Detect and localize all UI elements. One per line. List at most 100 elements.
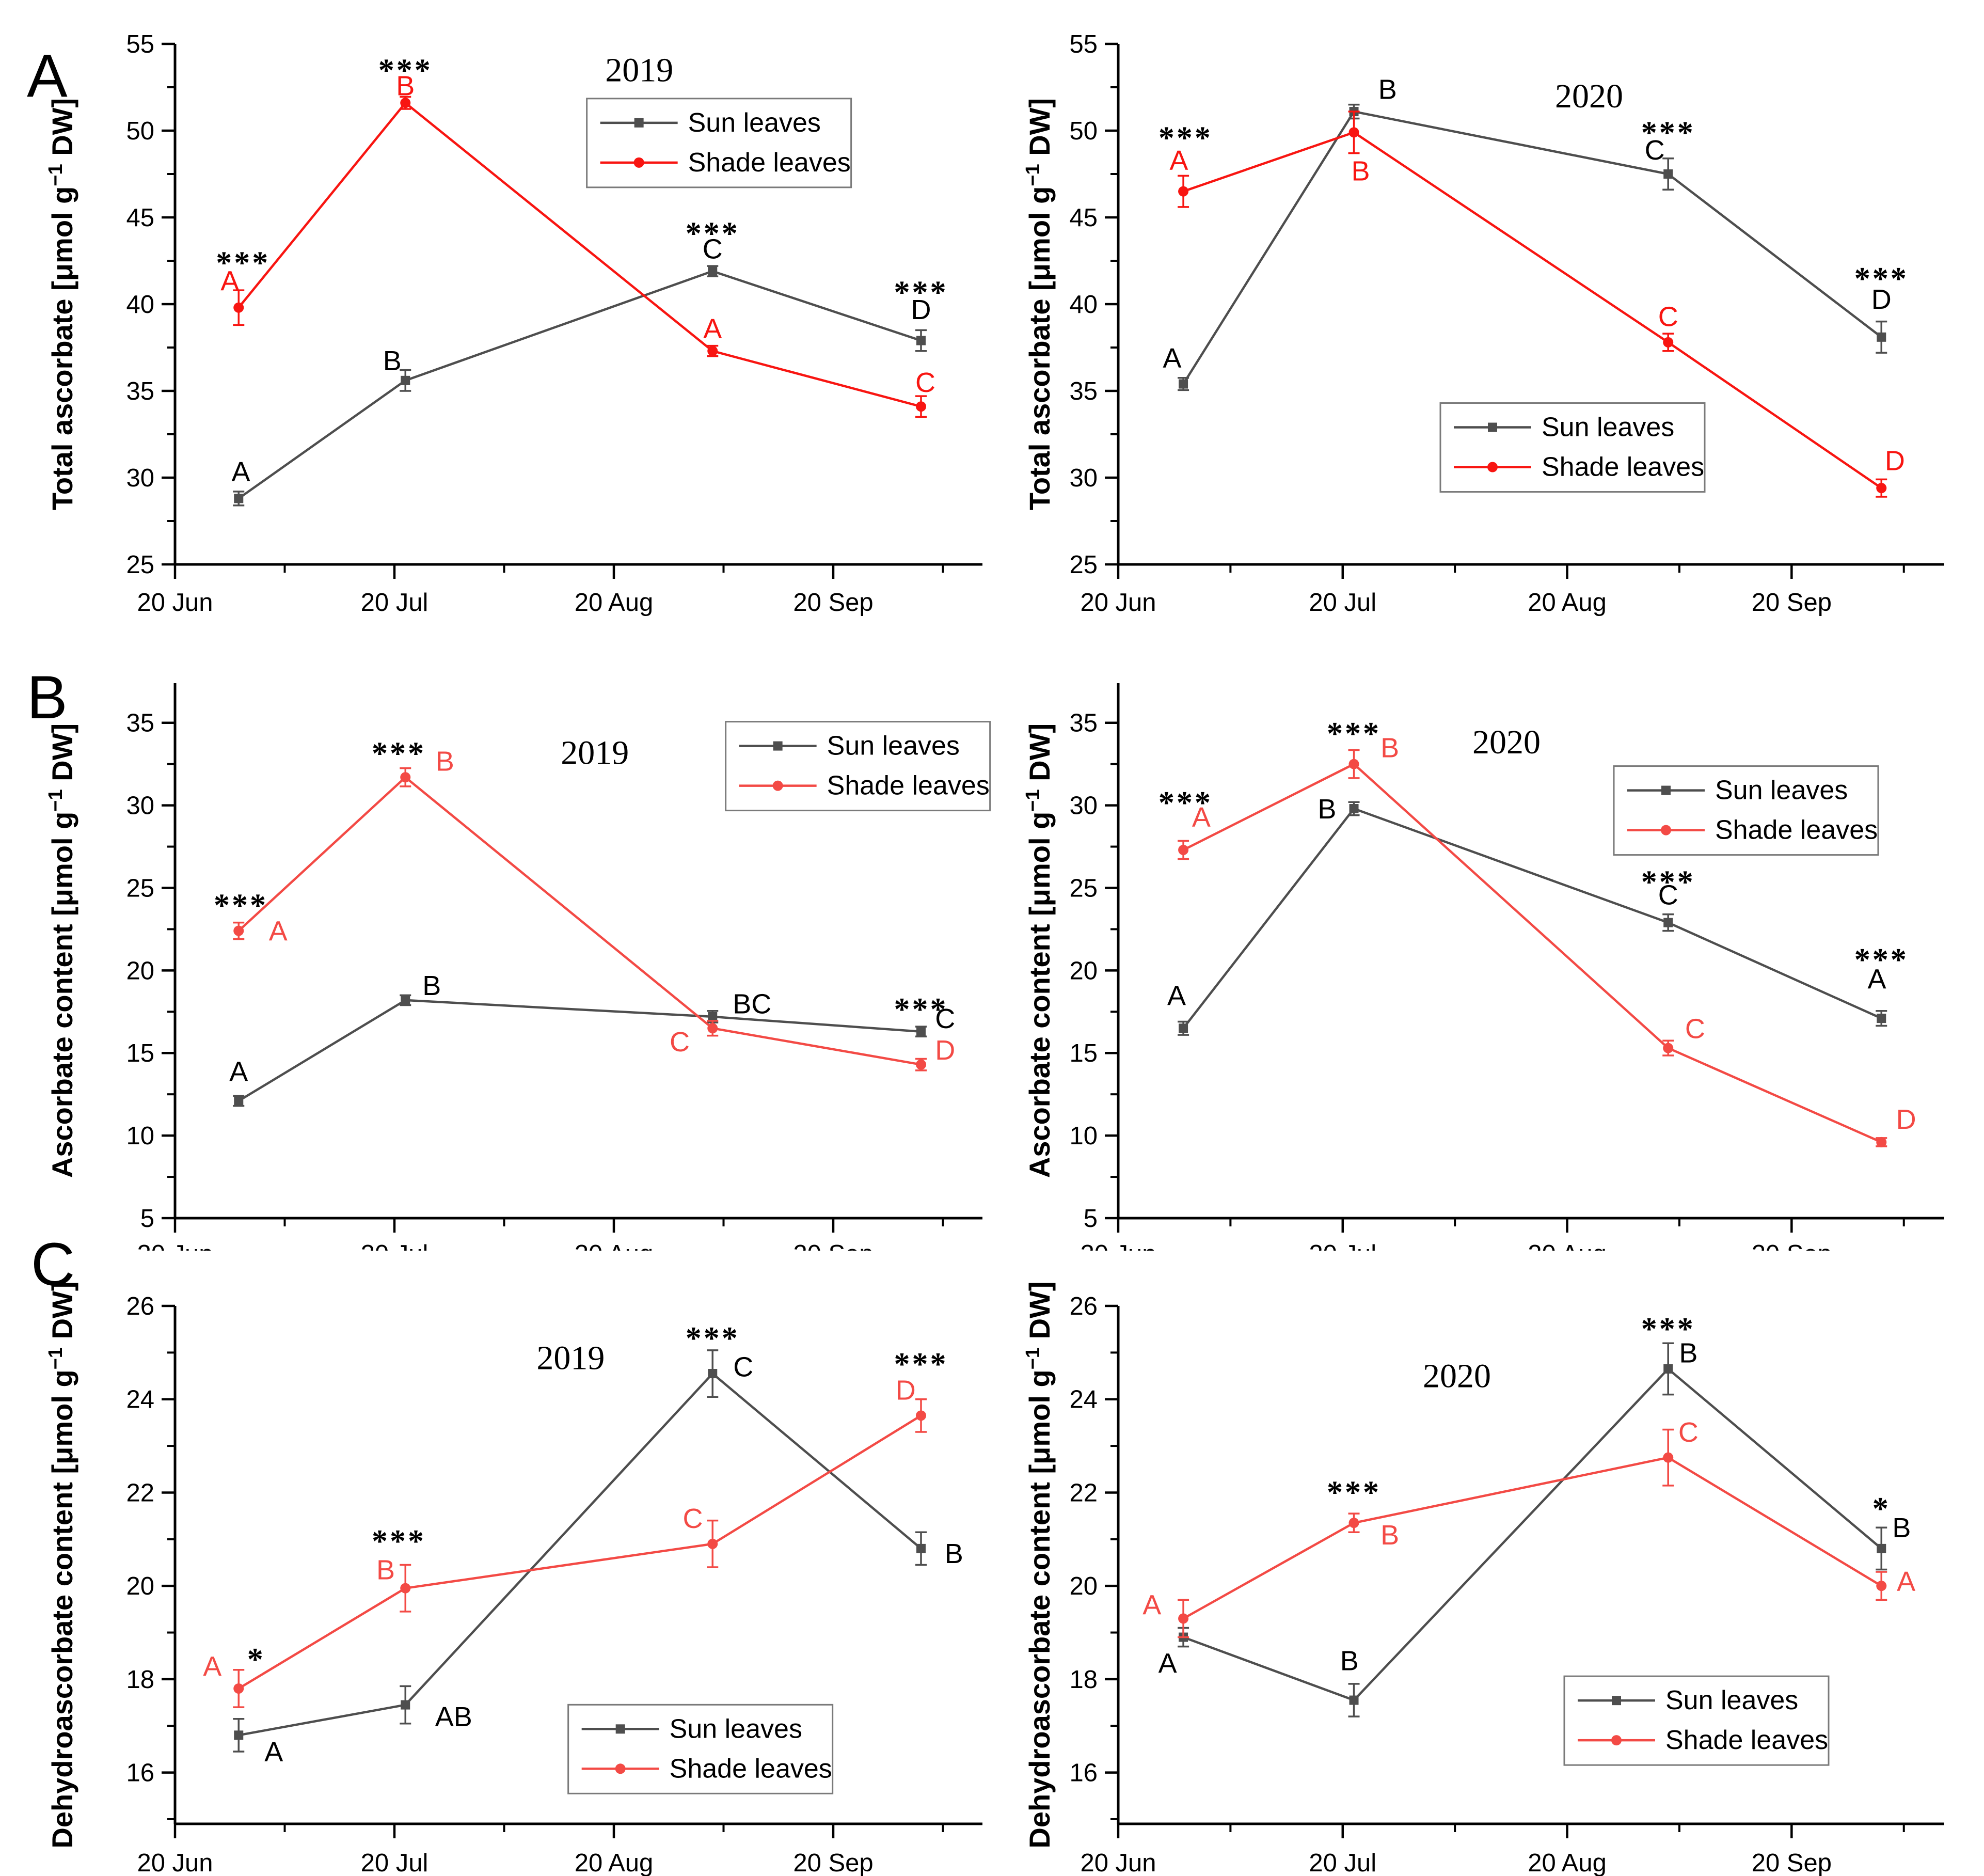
svg-text:10: 10 <box>1069 1122 1098 1150</box>
svg-text:Shade leaves: Shade leaves <box>1715 815 1878 845</box>
svg-text:30: 30 <box>126 464 154 492</box>
series-shade-leaves <box>233 1398 927 1708</box>
svg-text:***: *** <box>686 1321 740 1356</box>
svg-text:Dehydroascorbate content [μmol: Dehydroascorbate content [μmol g−1 DW] <box>1022 1281 1056 1848</box>
svg-text:B: B <box>422 970 441 1001</box>
svg-text:B: B <box>1352 155 1370 186</box>
svg-text:C: C <box>703 233 723 264</box>
legend: Sun leaves Shade leaves <box>725 721 991 812</box>
svg-text:18: 18 <box>1069 1666 1098 1694</box>
svg-text:Dehydroascorbate content [μmol: Dehydroascorbate content [μmol g−1 DW] <box>45 1281 78 1848</box>
year-title: 2020 <box>1472 723 1541 761</box>
svg-text:BC: BC <box>733 988 771 1019</box>
svg-text:20 Sep: 20 Sep <box>1752 1240 1832 1251</box>
legend-sun-marker <box>1661 785 1671 795</box>
svg-text:20 Jun: 20 Jun <box>137 1240 213 1251</box>
panel-A-2019: 25 30 35 40 45 50 55 20 Jun 20 Jul 20 Aug 20 Sep To… <box>0 0 992 625</box>
series-sun-leaves <box>1178 801 1887 1036</box>
svg-text:20: 20 <box>126 957 154 985</box>
legend-sun-marker <box>1488 422 1497 432</box>
svg-text:***: *** <box>1641 1312 1695 1347</box>
year-title: 2020 <box>1423 1357 1491 1395</box>
svg-text:Shade leaves: Shade leaves <box>688 148 851 178</box>
year-title: 2019 <box>605 51 673 89</box>
chart-total-ascorbate-2020: 25 30 35 40 45 50 55 20 Jun 20 Jul 20 Aug 20 Sep To… <box>1022 30 1944 617</box>
svg-text:18: 18 <box>126 1666 154 1694</box>
svg-text:20 Jun: 20 Jun <box>137 589 213 617</box>
svg-text:20 Sep: 20 Sep <box>793 1849 873 1876</box>
axes <box>1117 1306 1944 1825</box>
svg-text:50: 50 <box>1069 117 1098 145</box>
legend-shade-marker <box>1661 825 1671 835</box>
svg-text:20 Aug: 20 Aug <box>575 1240 654 1251</box>
panel-A-2020: 25 30 35 40 45 50 55 20 Jun 20 Jul 20 Aug 20 Sep To… <box>992 0 1983 625</box>
svg-text:C: C <box>733 1351 753 1382</box>
svg-text:A: A <box>703 313 722 344</box>
svg-text:A: A <box>1158 1648 1177 1679</box>
svg-text:20 Jun: 20 Jun <box>1080 1849 1156 1876</box>
svg-text:55: 55 <box>126 30 154 58</box>
legend-sun-marker <box>773 741 783 751</box>
panel-letter-B: B <box>27 664 68 732</box>
series-shade-leaves <box>1178 1428 1887 1638</box>
y-axis-label: Dehydroascorbate content [μmol g−1 DW] <box>1022 1281 1056 1848</box>
svg-text:A: A <box>269 916 288 947</box>
svg-text:D: D <box>1885 445 1905 476</box>
svg-text:24: 24 <box>126 1386 154 1414</box>
svg-text:20 Jul: 20 Jul <box>1309 589 1376 617</box>
y-axis: 16 18 20 22 24 26 <box>1069 1292 1118 1820</box>
series-sun-leaves <box>233 1349 927 1753</box>
legend-sun-marker <box>615 1724 625 1734</box>
svg-text:***: *** <box>1641 116 1695 151</box>
svg-text:20 Aug: 20 Aug <box>575 589 654 617</box>
svg-text:***: *** <box>372 736 426 771</box>
panel-C-2019: 16 18 20 22 24 26 20 Jun 20 Jul 20 Aug 20 Sep Dehy… <box>0 1251 992 1876</box>
axes <box>173 44 982 566</box>
legend-shade-marker <box>1487 462 1498 472</box>
svg-text:B: B <box>396 71 415 102</box>
svg-text:35: 35 <box>126 710 154 737</box>
svg-text:A: A <box>1167 980 1186 1011</box>
svg-text:24: 24 <box>1069 1386 1098 1414</box>
chart-dehydroascorbate-2019: 16 18 20 22 24 26 20 Jun 20 Jul 20 Aug 20 Sep Dehy… <box>45 1281 982 1876</box>
svg-text:B: B <box>376 1555 395 1586</box>
legend-sun-marker <box>634 118 644 128</box>
svg-text:Ascorbate content [μmol g−1 DW: Ascorbate content [μmol g−1 DW] <box>45 723 78 1178</box>
svg-text:A: A <box>1897 1566 1915 1597</box>
svg-text:25: 25 <box>126 874 154 902</box>
y-axis: 25 30 35 40 45 50 55 <box>1069 30 1118 579</box>
x-axis: 20 Jun 20 Jul 20 Aug 20 Sep <box>1080 564 1905 617</box>
svg-text:A: A <box>229 1056 248 1087</box>
svg-text:16: 16 <box>126 1759 154 1787</box>
svg-text:A: A <box>1169 145 1188 176</box>
svg-text:35: 35 <box>1069 377 1098 405</box>
svg-text:C: C <box>1658 879 1678 910</box>
svg-text:***: *** <box>214 888 268 923</box>
chart-ascorbate-content-2020: 5 10 15 20 25 30 35 20 Jun 20 Jul 20 Aug 20 Sep Asc… <box>1022 683 1944 1251</box>
svg-text:55: 55 <box>1069 30 1098 58</box>
annotations: *AA***BAB***CC***DB <box>203 1321 963 1768</box>
x-axis: 20 Jun 20 Jul 20 Aug 20 Sep <box>1080 1218 1905 1251</box>
svg-text:B: B <box>1318 794 1336 825</box>
svg-text:B: B <box>383 345 402 376</box>
series-shade-leaves <box>233 96 927 418</box>
panel-B-2019: 5 10 15 20 25 30 35 20 Jun 20 Jul 20 Aug 20 Sep Asc… <box>0 625 992 1251</box>
svg-text:25: 25 <box>1069 551 1098 579</box>
x-axis: 20 Jun 20 Jul 20 Aug 20 Sep <box>137 1218 944 1251</box>
svg-text:25: 25 <box>1069 874 1098 902</box>
series-sun-leaves <box>1178 103 1887 391</box>
svg-text:15: 15 <box>1069 1039 1098 1067</box>
svg-text:30: 30 <box>1069 792 1098 820</box>
svg-text:35: 35 <box>126 377 154 405</box>
y-axis-label: Total ascorbate [μmol g−1 DW] <box>1022 98 1056 510</box>
svg-text:30: 30 <box>126 792 154 820</box>
svg-text:A: A <box>231 456 250 487</box>
svg-text:Sun leaves: Sun leaves <box>688 108 821 138</box>
svg-text:20 Aug: 20 Aug <box>1528 1240 1607 1251</box>
svg-text:20 Aug: 20 Aug <box>575 1849 654 1876</box>
svg-text:***: *** <box>372 1524 426 1559</box>
legend-shade-marker <box>1611 1735 1622 1746</box>
svg-text:20 Jul: 20 Jul <box>1309 1240 1376 1251</box>
